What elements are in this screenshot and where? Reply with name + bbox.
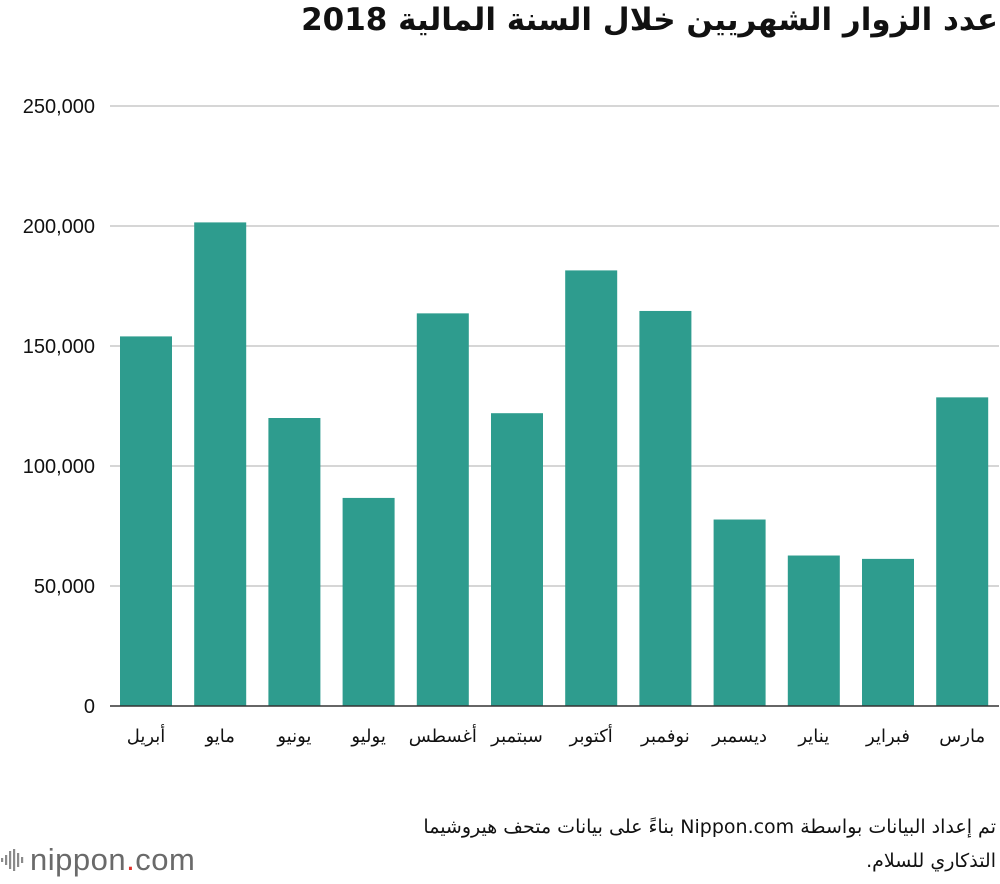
logo-suffix: com [135,842,196,877]
y-tick-label: 50,000 [34,576,95,598]
y-tick-label: 250,000 [23,96,95,118]
x-category-label: أبريل [127,724,166,747]
bar [491,413,543,706]
x-category-label: فبراير [865,726,910,747]
bar [936,397,989,706]
bar [787,555,840,706]
nippon-mark-icon [1,849,24,871]
x-category-label: يونيو [276,726,311,747]
x-axis-category-labels: أبريل مايو يونيو يوليو أغسطس سبتمبر أكتوبر نوفم… [127,724,985,747]
bar [194,222,247,706]
bar [342,497,395,706]
x-category-label: أغسطس [409,724,477,747]
y-tick-label: 0 [84,696,95,718]
y-tick-label: 200,000 [23,216,95,238]
logo-dot: . [126,842,136,877]
x-category-label: سبتمبر [490,726,543,747]
x-category-label: مارس [939,726,985,747]
source-line-1: تم إعداد البيانات بواسطة Nippon.com بناء… [423,816,996,838]
bar [120,336,172,706]
x-category-label: يوليو [350,726,386,747]
bars [120,222,989,706]
x-category-label: نوفمبر [640,726,690,747]
x-category-label: مايو [204,726,234,747]
chart-title: عدد الزوار الشهريين خلال السنة المالية 2… [301,2,998,38]
bar [713,519,766,706]
bar [268,418,321,706]
x-category-label: أكتوبر [569,724,613,747]
bar-chart: 0 50,000 100,000 150,000 200,000 250,000 أبري… [23,96,999,747]
y-tick-label: 100,000 [23,456,95,478]
nippon-logo: nippon.com [0,842,195,878]
x-category-label: ديسمبر [711,726,767,747]
logo-wordmark: nippon.com [30,842,195,878]
gridlines [110,105,999,587]
source-note: تم إعداد البيانات بواسطة Nippon.com بناء… [236,810,996,878]
y-tick-label: 150,000 [23,336,95,358]
logo-name: nippon [30,842,127,877]
bar [639,310,692,706]
bar [862,558,914,706]
x-category-label: يناير [797,726,829,747]
bar [565,270,618,706]
bar [416,313,469,706]
y-axis-tick-labels: 0 50,000 100,000 150,000 200,000 250,000 [23,96,95,718]
source-line-2: التذكاري للسلام. [866,850,996,872]
